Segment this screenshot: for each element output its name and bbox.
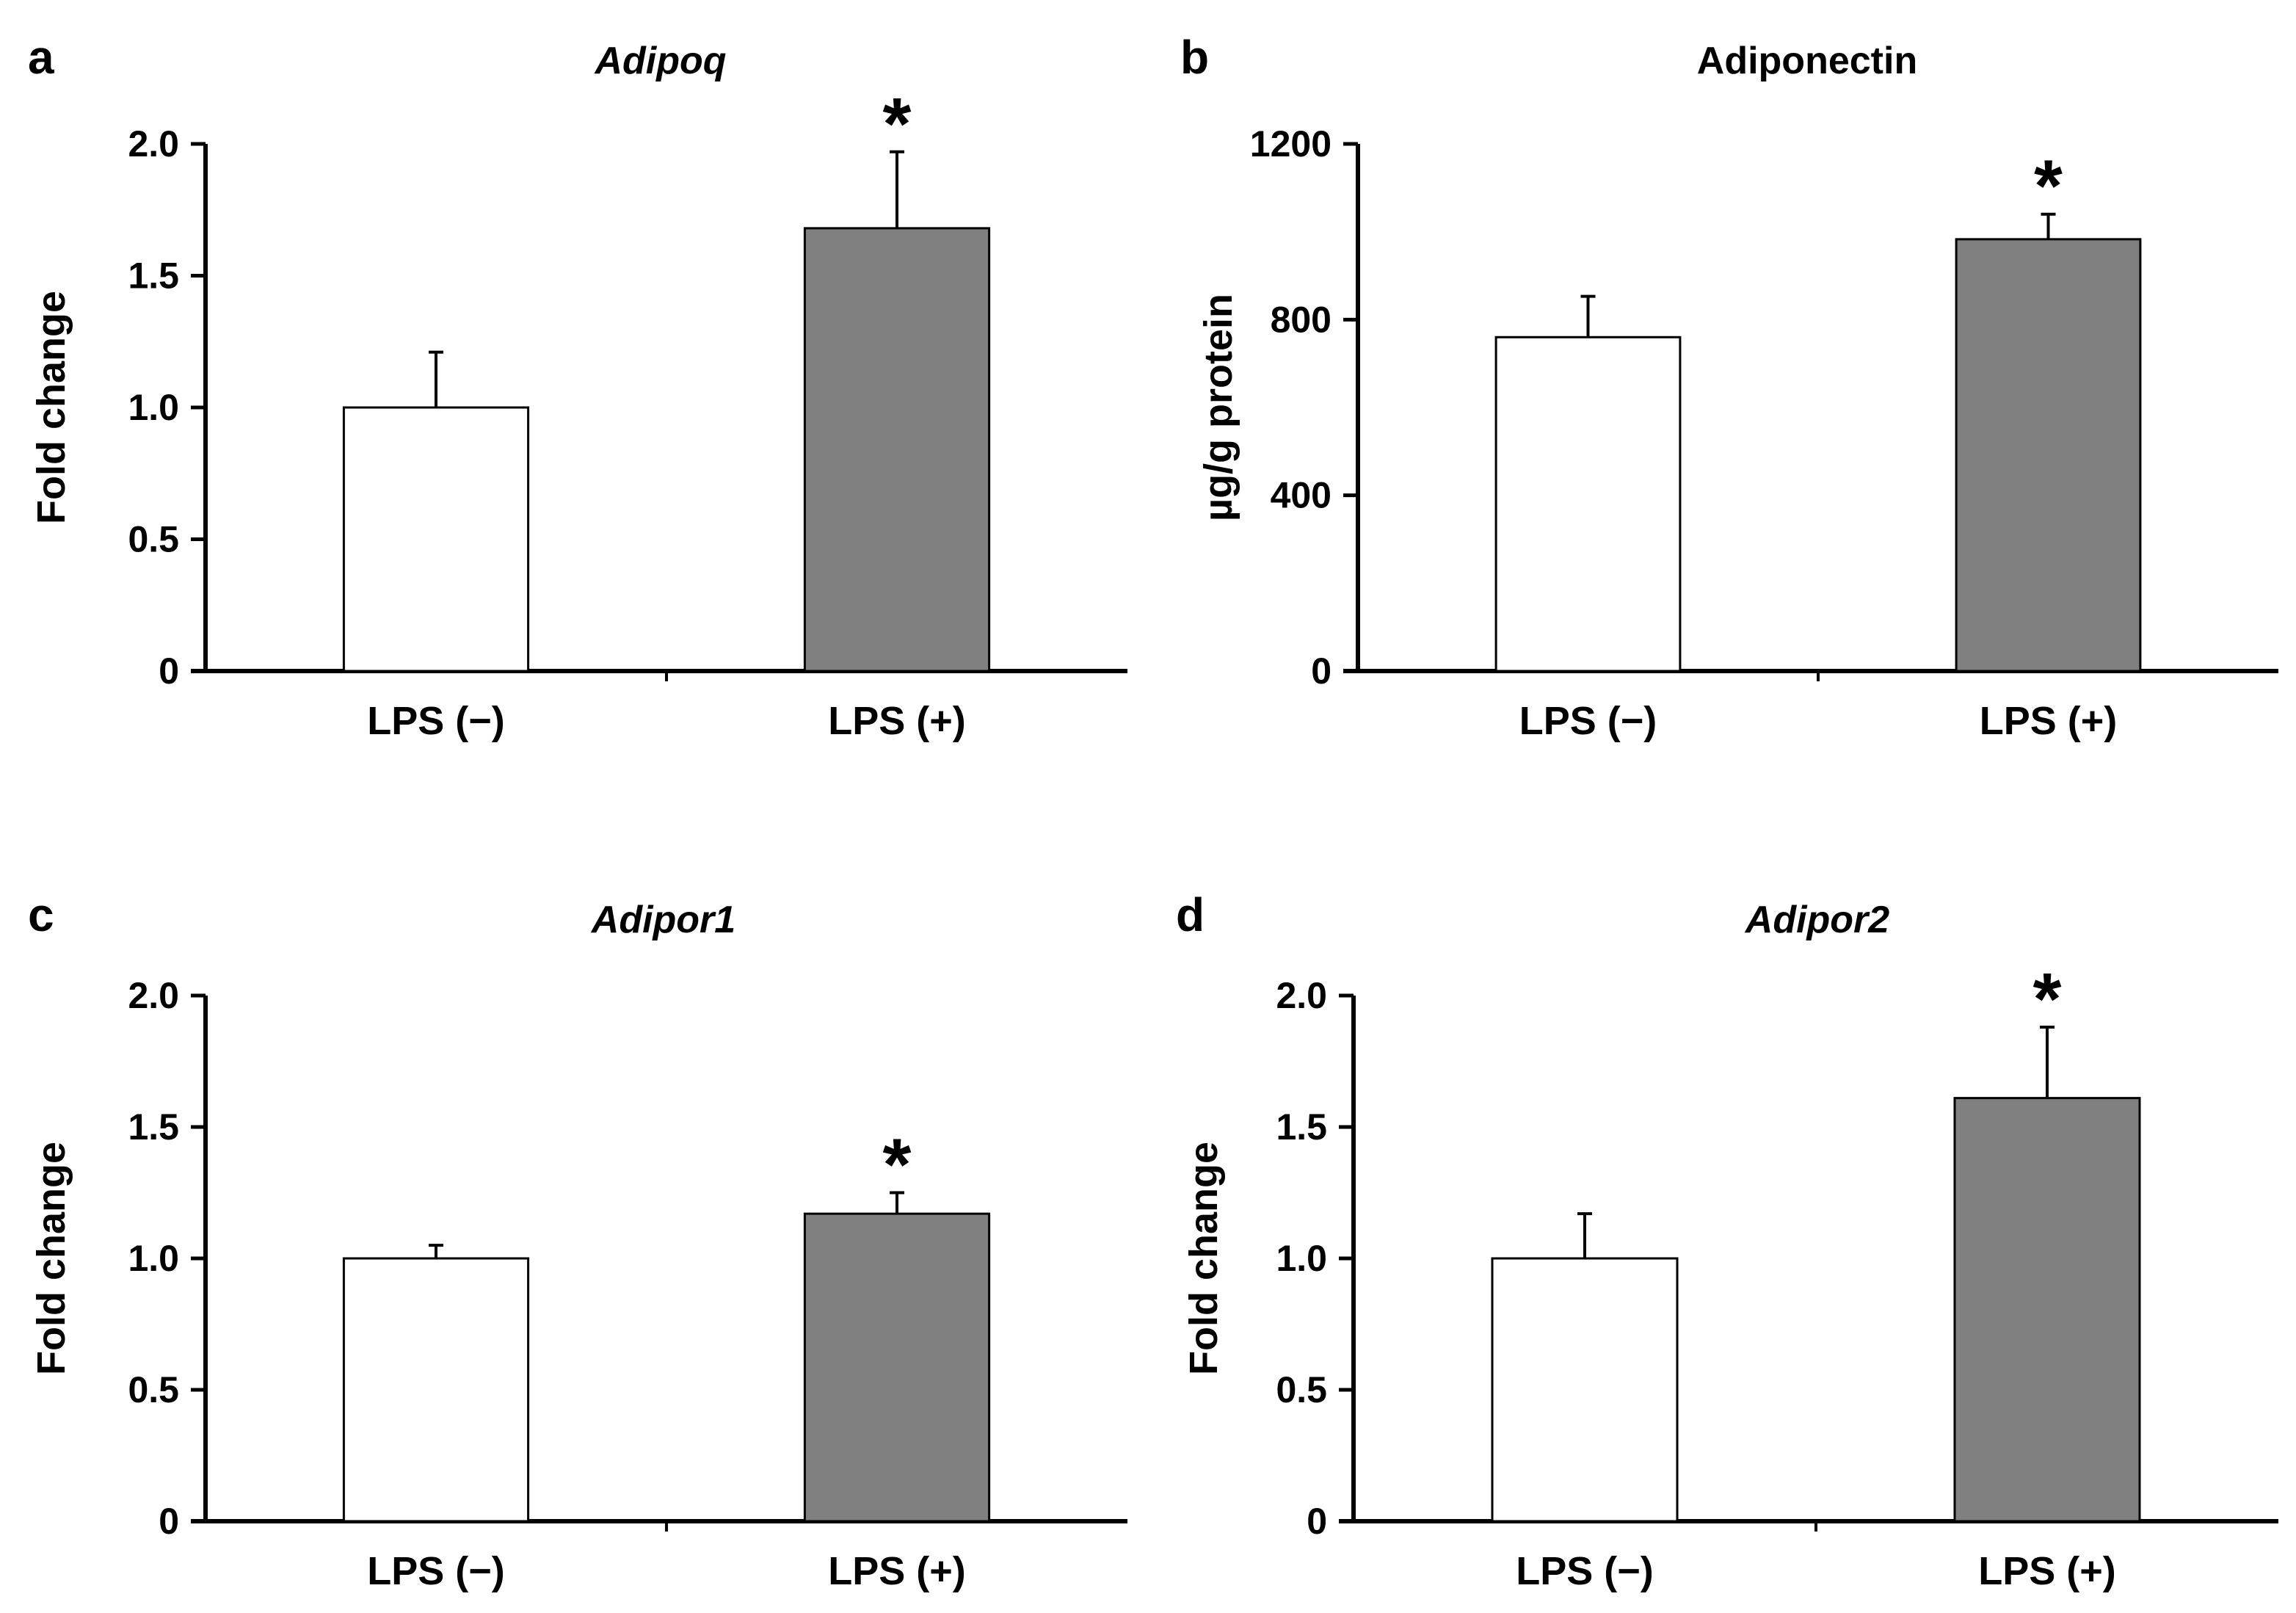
x-category-label: LPS (−) <box>367 699 505 743</box>
y-tick-label: 1.0 <box>1276 1238 1327 1279</box>
y-tick-label: 1.5 <box>128 1106 179 1148</box>
x-category-label: LPS (+) <box>828 1549 966 1593</box>
y-tick-label: 0.5 <box>128 519 179 560</box>
y-axis-label: Fold change <box>29 1142 73 1375</box>
y-tick-label: 2.0 <box>1276 975 1327 1016</box>
bar-lps-positive <box>803 1212 991 1523</box>
chart-title: Adipor2 <box>1744 899 1890 941</box>
panel-label: c <box>28 888 54 941</box>
y-tick-label: 1.5 <box>128 255 179 297</box>
panel-label: a <box>28 31 54 84</box>
y-tick-label: 0 <box>1307 1501 1327 1542</box>
x-category-label: LPS (+) <box>1980 699 2118 743</box>
chart-panel-d: d Adipor2 0 0.5 1.0 1.5 2.0 Fold change LPS (−) *… <box>1176 888 2278 1593</box>
chart-panel-c: c Adipor1 0 0.5 1.0 1.5 2.0 Fold change LPS (−) *… <box>28 888 1127 1593</box>
y-tick-label: 0 <box>159 1501 179 1542</box>
y-tick-label: 0 <box>1311 650 1332 692</box>
y-tick-label: 1.0 <box>128 387 179 428</box>
y-tick-label: 1.5 <box>1276 1106 1327 1148</box>
y-axis-label: Fold change <box>1182 1142 1226 1375</box>
chart-panel-b: b Adiponectin 0 400 800 1200 µg/g protein LPS (… <box>1180 31 2278 743</box>
chart-title: Adipor1 <box>590 899 735 941</box>
y-tick-label: 0.5 <box>128 1369 179 1410</box>
panel-label: b <box>1180 31 1209 84</box>
chart-title: Adipoq <box>593 40 726 82</box>
bar-lps-positive <box>1955 238 2142 673</box>
y-tick-label: 1200 <box>1250 123 1332 164</box>
y-axis-label: Fold change <box>29 291 73 524</box>
panel-label: d <box>1176 888 1205 941</box>
y-tick-label: 0 <box>159 650 179 692</box>
x-category-label: LPS (+) <box>1978 1549 2116 1593</box>
bar-lps-negative <box>1494 336 1682 673</box>
chart-title: Adiponectin <box>1697 40 1917 82</box>
significance-marker: * <box>883 1124 912 1206</box>
bar-lps-positive <box>1953 1097 2141 1523</box>
chart-panel-a: a Adipoq 0 0.5 1.0 1.5 2.0 Fold change LPS (−) * L… <box>28 31 1127 743</box>
y-axis-label: µg/g protein <box>1196 294 1240 521</box>
x-category-label: LPS (−) <box>1519 699 1657 743</box>
y-tick-label: 2.0 <box>128 975 179 1016</box>
x-category-label: LPS (+) <box>828 699 966 743</box>
significance-marker: * <box>2034 145 2063 228</box>
significance-marker: * <box>2033 958 2062 1040</box>
y-tick-label: 800 <box>1271 299 1332 340</box>
significance-marker: * <box>883 83 912 165</box>
y-tick-label: 2.0 <box>128 123 179 164</box>
bar-lps-positive <box>803 227 991 673</box>
bar-lps-negative <box>342 1257 530 1523</box>
bar-lps-negative <box>1491 1257 1679 1523</box>
y-tick-label: 0.5 <box>1276 1369 1327 1410</box>
y-tick-label: 400 <box>1271 475 1332 516</box>
bar-lps-negative <box>342 406 530 673</box>
y-tick-label: 1.0 <box>128 1238 179 1279</box>
x-category-label: LPS (−) <box>367 1549 505 1593</box>
x-category-label: LPS (−) <box>1516 1549 1654 1593</box>
